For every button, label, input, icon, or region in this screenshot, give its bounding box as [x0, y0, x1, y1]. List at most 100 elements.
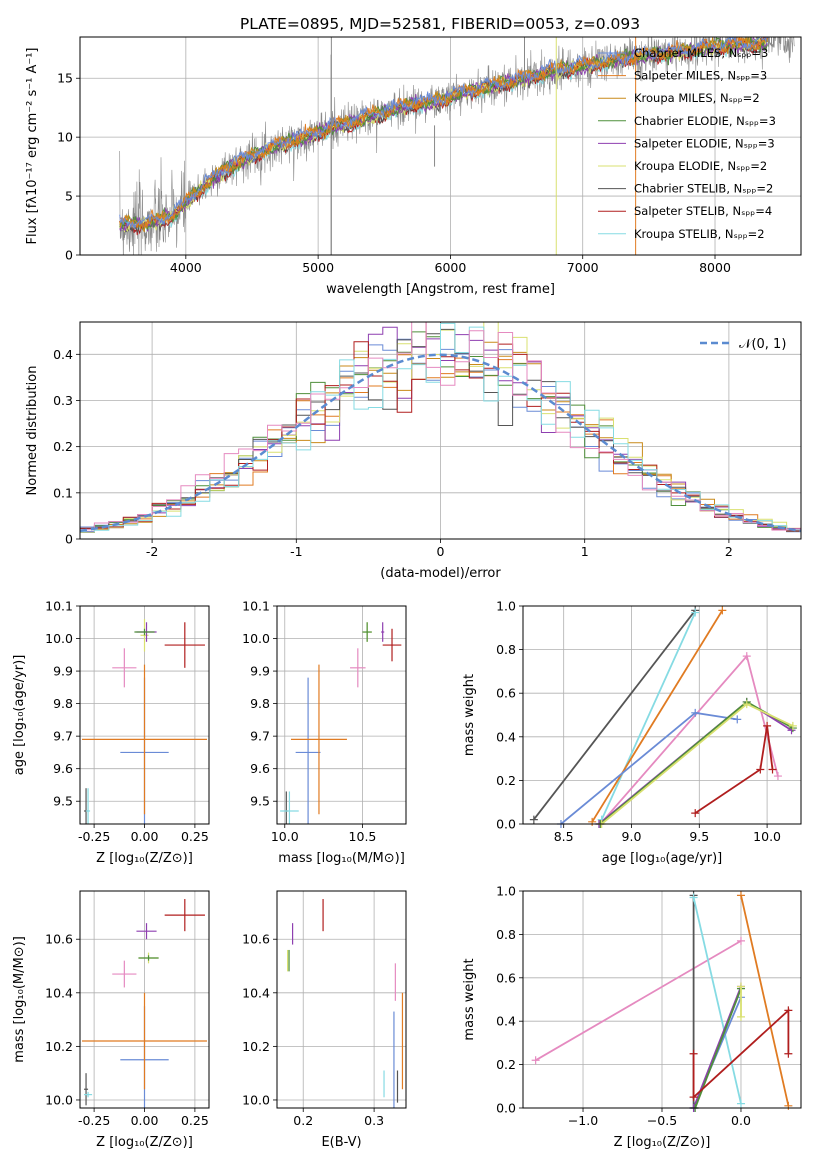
age_vs_Z-panel: -0.25 0.00 0.25 9.5 9.6 9.7 9.8 9.9 10.0 10.1 Z [l…: [12, 599, 210, 866]
weight-series-marker: [691, 708, 700, 717]
tick-label-y: 10.4: [45, 985, 73, 1000]
x-axis-label: Z [log₁₀(Z/Z⊙)]: [96, 1135, 193, 1150]
tick-label-x: 0.25: [181, 829, 209, 844]
legend-entry: Salpeter STELIB, Nₛₚₚ=4: [634, 204, 772, 218]
mass_vs_ebv-panel: 0.2 0.3 10.0 10.2 10.4 10.6 E(B-V): [242, 890, 407, 1150]
tick-label-x: -0.25: [78, 829, 110, 844]
tick-label-y: 5: [65, 189, 73, 204]
axes-frame: [522, 605, 802, 825]
spectrum-panel: 4000 5000 6000 7000 8000 0 5 10 15 wavelength [An…: [25, 36, 802, 297]
weight-series-marker: [773, 772, 782, 781]
tick-label-y: 10.0: [45, 1092, 73, 1107]
tick-label-x: -1: [290, 544, 302, 559]
weight-series-marker: [691, 608, 700, 617]
tick-label-x: 0.00: [131, 829, 159, 844]
weight-series-line: [591, 609, 724, 823]
weight-series-marker: [736, 936, 745, 945]
legend-entry: Kroupa STELIB, Nₛₚₚ=2: [634, 227, 765, 241]
tick-label-y: 9.9: [250, 664, 270, 679]
legend-entry: Chabrier STELIB, Nₛₚₚ=2: [634, 182, 773, 196]
axes-frame: [522, 890, 802, 1109]
weight-series-marker: [689, 1093, 698, 1102]
histogram-series: [80, 322, 801, 539]
tick-label-y: 10.6: [242, 932, 270, 947]
x-axis-label: mass [log₁₀(M/M⊙)]: [278, 851, 405, 866]
weight-series-marker: [736, 1099, 745, 1108]
tick-label-x: 0: [437, 544, 445, 559]
weight_vs_age-panel: 8.5 9.0 9.5 10.0 0.0 0.2 0.4 0.6 0.8 1.0 age [log₁…: [462, 599, 802, 866]
x-axis-label: Z [log₁₀(Z/Z⊙)]: [96, 851, 193, 866]
weight-series-line: [692, 1008, 790, 1100]
tick-label-x: 8.5: [554, 829, 574, 844]
axes-frame: [276, 605, 407, 825]
tick-label-x: 2: [725, 544, 733, 559]
weight-series-marker: [756, 765, 765, 774]
x-axis-label: (data-model)/error: [380, 566, 501, 581]
x-axis-label: Z [log₁₀(Z/Z⊙)]: [614, 1135, 711, 1150]
tick-label-y: 0.2: [496, 1057, 516, 1072]
tick-label-y: 15: [57, 71, 73, 86]
tick-label-y: 9.6: [53, 761, 73, 776]
tick-label-y: 0.3: [53, 393, 73, 408]
legend-entry: Salpeter MILES, Nₛₚₚ=3: [634, 69, 767, 83]
tick-label-y: 9.5: [250, 794, 270, 809]
tick-label-x: 6000: [435, 260, 467, 275]
weight-series-marker: [736, 891, 745, 900]
figure-title: PLATE=0895, MJD=52581, FIBERID=0053, z=0…: [240, 15, 640, 33]
tick-label-y: 10.0: [45, 631, 73, 646]
weight-series-line: [694, 725, 774, 814]
tick-label-y: 0.4: [496, 729, 516, 744]
tick-label-y: 9.8: [53, 696, 73, 711]
tick-label-y: 9.9: [53, 664, 73, 679]
y-axis-label: Normed distribution: [25, 366, 40, 496]
y-axis-label: mass [log₁₀(M/M⊙)]: [12, 936, 27, 1063]
tick-label-y: 10: [57, 130, 73, 145]
tick-label-x: 7000: [567, 260, 599, 275]
weight-series-marker: [691, 809, 700, 818]
y-axis-label: mass weight: [462, 958, 477, 1040]
y-axis-label: Flux [fλ10⁻¹⁷ erg cm⁻² s⁻¹ A⁻¹]: [25, 48, 40, 245]
x-axis-label: age [log₁₀(age/yr)]: [602, 851, 723, 866]
weight-series-marker: [531, 1056, 540, 1065]
axes-frame: [276, 890, 407, 1109]
gaussian-curve: [80, 353, 801, 533]
weight-series-marker: [736, 982, 745, 991]
weight-series-marker: [736, 1012, 745, 1021]
tick-label-y: 10.6: [45, 932, 73, 947]
legend-entry: Kroupa ELODIE, Nₛₚₚ=2: [634, 159, 767, 173]
series-model-line: [119, 37, 768, 229]
tick-label-y: 0.0: [496, 1101, 516, 1116]
tick-label-y: 0.6: [496, 686, 516, 701]
tick-label-y: 0: [65, 532, 73, 547]
weight-series-line: [600, 612, 697, 820]
x-axis-label: E(B-V): [321, 1135, 361, 1150]
axes-frame: [79, 890, 210, 1109]
weight-series-marker: [788, 721, 797, 730]
tick-label-y: 9.6: [250, 761, 270, 776]
y-axis-label: age [log₁₀(age/yr)]: [12, 655, 27, 776]
weight-series-marker: [763, 721, 772, 730]
tick-label-y: 0: [65, 248, 73, 263]
tick-label-x: 0.25: [181, 1113, 209, 1128]
residuals-panel: -2 -1 0 1 2 0 0.1 0.2 0.3 0.4 (data-model)/error No…: [25, 321, 802, 581]
tick-label-y: 10.2: [45, 1039, 73, 1054]
legend-entry: 𝒩(0, 1): [739, 337, 786, 352]
tick-label-y: 0.2: [496, 773, 516, 788]
tick-label-y: 10.1: [242, 599, 270, 614]
x-axis-label: wavelength [Angstrom, rest frame]: [326, 282, 555, 297]
legend-entry: Chabrier ELODIE, Nₛₚₚ=3: [634, 114, 776, 128]
axes-frame: [79, 321, 802, 540]
weight-series-line: [533, 609, 696, 821]
tick-label-y: 9.8: [250, 696, 270, 711]
tick-label-x: −0.5: [647, 1113, 677, 1128]
tick-label-x: -2: [146, 544, 158, 559]
mass_vs_Z-panel: -0.25 0.00 0.25 10.0 10.2 10.4 10.6 Z [log₁₀(Z/…: [12, 890, 210, 1150]
tick-label-x: 10.0: [271, 829, 299, 844]
tick-label-y: 9.5: [53, 794, 73, 809]
weight_vs_Z-panel: −1.0 −0.5 0.0 0.0 0.2 0.4 0.6 0.8 1.0 Z [log₁₀(Z/…: [462, 884, 802, 1150]
tick-label-x: 0.00: [131, 1113, 159, 1128]
tick-label-y: 0.4: [53, 347, 73, 362]
